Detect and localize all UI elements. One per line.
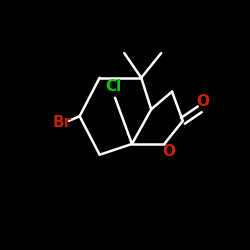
- Text: Br: Br: [53, 115, 72, 130]
- Text: Cl: Cl: [105, 80, 122, 94]
- Text: O: O: [162, 144, 175, 159]
- Text: O: O: [196, 94, 209, 109]
